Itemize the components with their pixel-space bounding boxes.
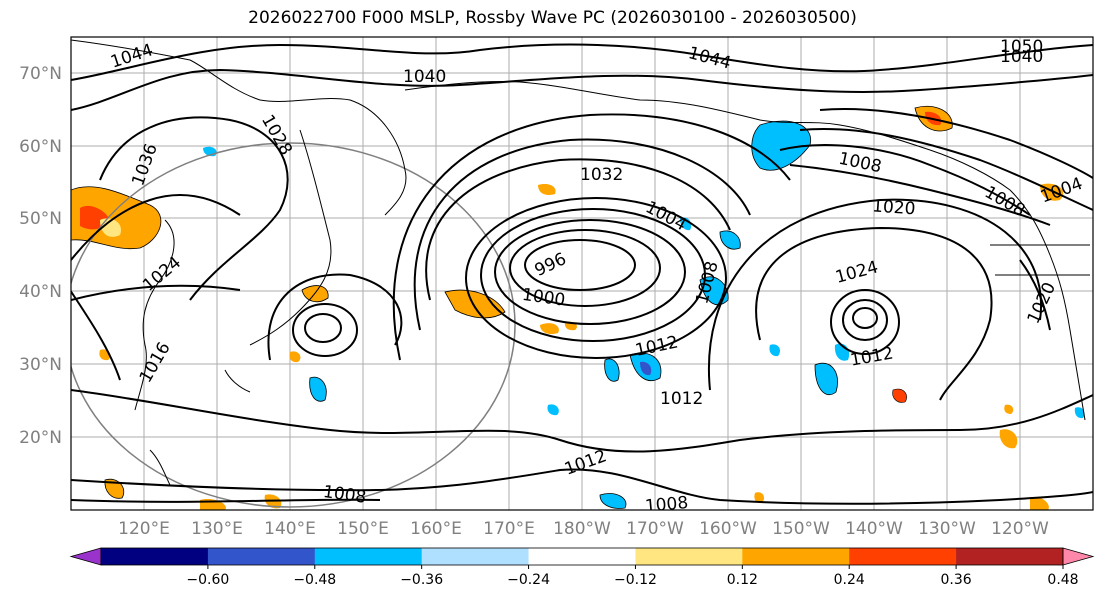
colorbar-segment xyxy=(101,548,209,565)
contour-label: 1008 xyxy=(644,493,689,517)
colorbar-tick-label: −0.48 xyxy=(293,572,336,588)
colorbar-segment xyxy=(742,548,850,565)
colorbar-tick-label: −0.36 xyxy=(400,572,443,588)
colorbar: −0.60 −0.48 −0.36 −0.24 −0.12 0.12 0.24 0.36 0.4… xyxy=(69,547,1095,588)
lon-tick-label: 140°E xyxy=(264,519,316,539)
lon-tick-label: 160°W xyxy=(699,519,757,539)
colorbar-segment xyxy=(956,548,1064,565)
colorbar-tick-label: 0.48 xyxy=(1047,572,1078,588)
colorbar-extend-low xyxy=(69,547,102,566)
colorbar-border xyxy=(100,547,1064,566)
colorbar-tick-label: −0.12 xyxy=(614,572,657,588)
lon-tick-label: 140°W xyxy=(845,519,903,539)
map-title: 2026022700 F000 MSLP, Rossby Wave PC (20… xyxy=(248,8,857,28)
colorbar-extend-high xyxy=(1062,547,1095,566)
lon-tick-label: 170°E xyxy=(483,519,535,539)
lon-tick-label: 170°W xyxy=(626,519,684,539)
lon-tick-label: 150°E xyxy=(337,519,389,539)
colorbar-tick-label: 0.24 xyxy=(834,572,865,588)
contour-label: 1040 xyxy=(403,67,446,87)
colorbar-tick-label: 0.12 xyxy=(727,572,758,588)
contour-label: 1040 xyxy=(1000,47,1043,67)
lon-tick-label: 160°E xyxy=(410,519,462,539)
contour-label: 1032 xyxy=(580,165,623,185)
lon-axis: 120°E 130°E 140°E 150°E 160°E 170°E 180°… xyxy=(118,519,1049,539)
anomaly-shading xyxy=(71,105,1085,510)
colorbar-tick-label: 0.36 xyxy=(941,572,972,588)
lon-tick-label: 120°W xyxy=(991,519,1049,539)
colorbar-segment xyxy=(314,548,423,565)
map-frame xyxy=(70,36,1094,511)
lon-tick-label: 120°E xyxy=(118,519,170,539)
lat-tick-label: 20°N xyxy=(19,428,62,448)
colorbar-segment xyxy=(207,548,316,565)
colorbar-tick-label: −0.60 xyxy=(186,572,229,588)
lat-axis: 70°N 60°N 50°N 40°N 30°N 20°N xyxy=(19,64,62,448)
colorbar-segment xyxy=(421,548,530,565)
contour-label: 1012 xyxy=(660,389,703,409)
lat-tick-label: 40°N xyxy=(19,282,62,302)
lat-tick-label: 50°N xyxy=(19,209,62,229)
lat-tick-label: 60°N xyxy=(19,137,62,157)
lat-tick-label: 70°N xyxy=(19,64,62,84)
rossby-great-circle xyxy=(71,142,516,508)
lon-tick-label: 150°W xyxy=(772,519,830,539)
contour-label: 1050 xyxy=(1000,37,1043,57)
lat-tick-label: 30°N xyxy=(19,355,62,375)
colorbar-segment xyxy=(849,548,957,565)
colorbar-segment xyxy=(635,548,743,565)
lon-tick-label: 180°W xyxy=(553,519,611,539)
contour-label: 1020 xyxy=(871,196,916,219)
colorbar-tick-label: −0.24 xyxy=(507,572,550,588)
colorbar-segment xyxy=(528,548,636,565)
lon-tick-label: 130°E xyxy=(191,519,243,539)
mslp-isobars xyxy=(71,43,1093,505)
lon-tick-label: 130°W xyxy=(918,519,976,539)
